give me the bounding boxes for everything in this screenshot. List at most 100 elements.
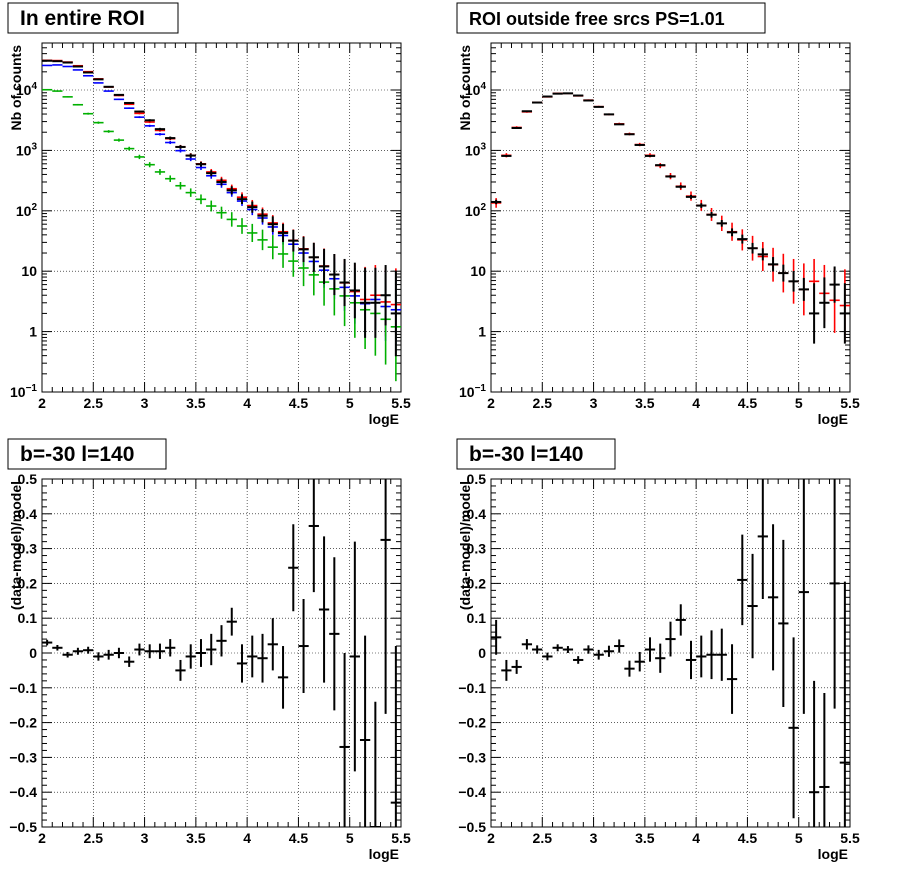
- chart-title: b=-30 l=140: [20, 443, 134, 466]
- x-tick-label: 4.5: [738, 830, 758, 846]
- x-tick-label: 2.5: [84, 395, 104, 411]
- x-tick-label: 2: [38, 395, 46, 411]
- series-data-1: [42, 479, 401, 827]
- plot-marks: [491, 92, 850, 344]
- chart-panel-4: 2 2.5 3 3.5 4 4.5 5 5.5 −0.5 −0.4 −0.3 −0.2 −0.1 0 0.1…: [456, 438, 860, 862]
- y-tick-label: 0.5: [18, 471, 38, 487]
- y-tick-label: 0.3: [18, 541, 38, 557]
- y-tick-exponent: 4: [480, 81, 486, 92]
- title-box: [7, 2, 179, 34]
- x-tick-label: 2: [38, 830, 46, 846]
- y-tick-base: 10: [16, 82, 32, 98]
- plot-marks: [491, 479, 850, 827]
- x-tick-label: 4.5: [289, 830, 309, 846]
- y-tick-label: −0.1: [9, 680, 37, 696]
- chart-title: b=-30 l=140: [469, 443, 583, 466]
- x-axis-title: logE: [818, 846, 848, 862]
- y-tick-exponent: 3: [480, 141, 486, 152]
- chart-panel-3: 2 2.5 3 3.5 4 4.5 5 5.5 −0.5 −0.4 −0.3 −0.2 −0.1 0 0.1…: [7, 438, 411, 862]
- y-tick-exponent: −1: [26, 383, 38, 394]
- y-tick-base: 10: [465, 82, 481, 98]
- chart-title: ROI outside free srcs PS=1.01: [469, 9, 725, 29]
- chart-title: In entire ROI: [20, 7, 145, 30]
- y-tick-exponent: 2: [31, 202, 37, 213]
- x-tick-label: 5.5: [391, 395, 411, 411]
- x-tick-label: 4: [243, 830, 251, 846]
- x-tick-label: 3.5: [186, 395, 206, 411]
- y-tick-exponent: −1: [475, 383, 487, 394]
- y-tick-label: −0.3: [9, 749, 37, 765]
- y-tick-label: 0: [478, 645, 486, 661]
- plot-marks: [42, 479, 401, 827]
- series-data-2: [491, 92, 850, 344]
- y-tick-label: −0.2: [9, 715, 37, 731]
- x-tick-label: 3.5: [635, 395, 655, 411]
- x-tick-label: 2.5: [533, 395, 553, 411]
- y-tick-label: 104: [16, 81, 38, 98]
- x-tick-label: 4.5: [289, 395, 309, 411]
- y-axis-title: (data-model)/model: [457, 481, 473, 610]
- y-tick-label: 10−1: [10, 383, 37, 400]
- y-tick-base: 10: [459, 384, 475, 400]
- y-tick-exponent: 3: [31, 141, 37, 152]
- x-tick-label: 3: [590, 830, 598, 846]
- y-tick-label: −0.2: [458, 715, 486, 731]
- y-axis-title: (data-model)/model: [8, 481, 24, 610]
- y-tick-label: 0.4: [18, 506, 38, 522]
- y-tick-label: −0.1: [458, 680, 486, 696]
- x-tick-label: 5.5: [840, 395, 860, 411]
- x-tick-label: 4: [692, 830, 700, 846]
- y-tick-label: 0.1: [467, 610, 487, 626]
- x-tick-label: 2.5: [533, 830, 553, 846]
- y-tick-label: 102: [465, 202, 487, 219]
- y-tick-label: 0.3: [467, 541, 487, 557]
- x-tick-label: 5.5: [840, 830, 860, 846]
- x-tick-label: 3: [141, 395, 149, 411]
- y-tick-label: −0.5: [9, 819, 37, 835]
- x-tick-label: 3.5: [635, 830, 655, 846]
- x-tick-label: 5: [346, 395, 354, 411]
- x-tick-label: 4: [243, 395, 251, 411]
- y-tick-exponent: 4: [31, 81, 37, 92]
- y-tick-base: 10: [465, 142, 481, 158]
- x-axis-title: logE: [369, 846, 399, 862]
- y-tick-label: 0.4: [467, 506, 487, 522]
- y-tick-label: 0.1: [18, 610, 38, 626]
- y-tick-label: 104: [465, 81, 487, 98]
- x-tick-label: 2: [487, 395, 495, 411]
- y-axis-title: Nb of counts: [8, 45, 24, 131]
- y-tick-label: 103: [465, 141, 487, 158]
- x-tick-label: 4: [692, 395, 700, 411]
- y-tick-label: 0: [29, 645, 37, 661]
- x-tick-label: 5: [795, 395, 803, 411]
- x-tick-label: 3: [141, 830, 149, 846]
- x-tick-label: 5: [795, 830, 803, 846]
- y-tick-label: 10: [470, 263, 486, 279]
- title-box: [456, 2, 766, 34]
- x-tick-label: 4.5: [738, 395, 758, 411]
- y-tick-label: −0.4: [9, 784, 37, 800]
- y-tick-label: −0.3: [458, 749, 486, 765]
- y-tick-label: 10: [21, 263, 37, 279]
- plot-marks: [42, 59, 401, 382]
- y-tick-label: −0.4: [458, 784, 486, 800]
- x-tick-label: 2.5: [84, 830, 104, 846]
- y-tick-label: 102: [16, 202, 38, 219]
- y-tick-base: 10: [16, 142, 32, 158]
- x-axis-title: logE: [369, 411, 399, 427]
- x-tick-label: 3: [590, 395, 598, 411]
- title-box: [456, 438, 616, 470]
- series-data-5: [42, 59, 401, 357]
- y-tick-label: 0.2: [467, 575, 487, 591]
- y-tick-label: 10−1: [459, 383, 486, 400]
- y-tick-label: 0.2: [18, 575, 38, 591]
- y-axis-title: Nb of counts: [457, 45, 473, 131]
- series-data-1: [491, 479, 850, 827]
- y-tick-base: 10: [465, 203, 481, 219]
- y-tick-exponent: 2: [480, 202, 486, 213]
- x-tick-label: 5.5: [391, 830, 411, 846]
